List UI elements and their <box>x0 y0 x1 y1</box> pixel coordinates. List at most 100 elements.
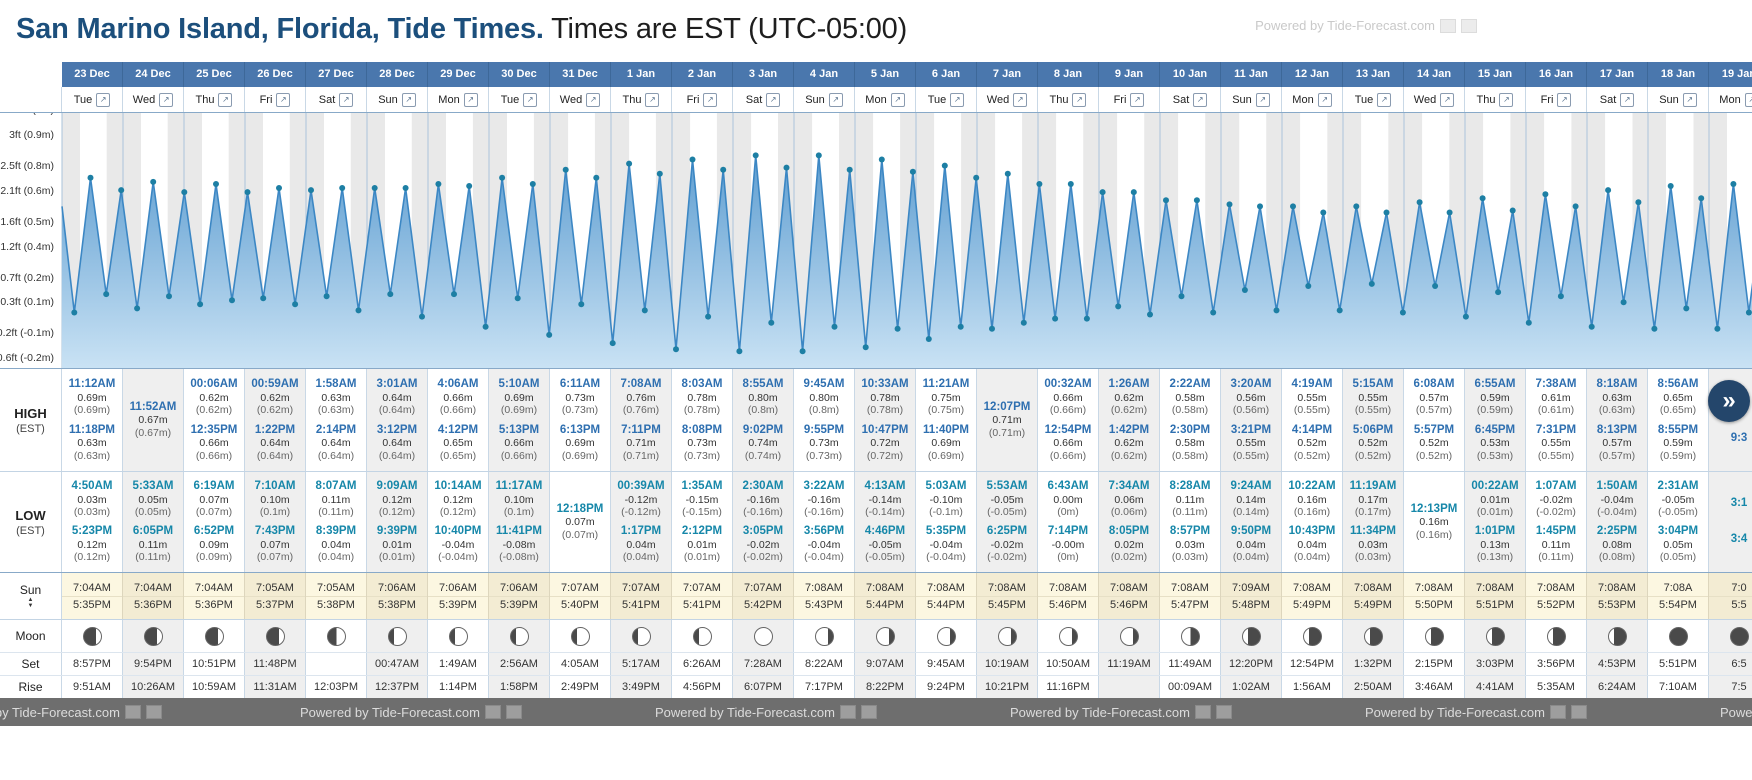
tide-height-alt: (0.73m) <box>683 449 721 462</box>
moonset-time: 8:22AM <box>794 653 855 675</box>
tide-height-alt: (0.07m) <box>195 506 233 519</box>
expand-day-icon[interactable]: ↗ <box>463 92 478 107</box>
expand-day-icon[interactable]: ↗ <box>645 92 660 107</box>
expand-day-icon[interactable]: ↗ <box>1255 92 1270 107</box>
date-header-cell[interactable]: 23 Dec <box>62 62 123 87</box>
expand-day-icon[interactable]: ↗ <box>586 92 601 107</box>
expand-day-icon[interactable]: ↗ <box>1072 92 1087 107</box>
tide-height: 0.12m <box>382 494 412 507</box>
expand-day-icon[interactable]: ↗ <box>159 92 174 107</box>
date-header-cell[interactable]: 28 Dec <box>367 62 428 87</box>
expand-day-icon[interactable]: ↗ <box>1193 92 1208 107</box>
tide-height-alt: (0.01m) <box>378 551 416 564</box>
tide-height: 0.69m <box>77 391 107 404</box>
tide-height-alt: (-0.05m) <box>865 551 905 564</box>
tide-height-alt: (0.53m) <box>1476 449 1514 462</box>
tide-height-alt: (-0.08m) <box>499 551 539 564</box>
date-header-cell[interactable]: 29 Dec <box>428 62 489 87</box>
high-tide-time: 7:11PM <box>621 423 661 436</box>
moonset-time: 4:05AM <box>550 653 611 675</box>
low-cells: 4:50AM 0.03m (0.03m) 5:23PM 0.12m (0.12m) 5:33… <box>62 472 1752 572</box>
date-header-cell[interactable]: 25 Dec <box>184 62 245 87</box>
expand-day-icon[interactable]: ↗ <box>1377 92 1392 107</box>
sunrise-time: 7:08AM <box>1171 581 1209 594</box>
moonset-time: 9:54PM <box>123 653 184 675</box>
moon-phase-icon <box>814 626 834 646</box>
expand-day-icon[interactable]: ↗ <box>218 92 233 107</box>
tide-height-alt: (0.17m) <box>1354 506 1392 519</box>
expand-day-icon[interactable]: ↗ <box>1744 92 1752 107</box>
tide-entry-low: 8:05PM 0.02m (0.02m) <box>1099 525 1159 563</box>
date-header-cell[interactable]: 16 Jan <box>1526 62 1587 87</box>
high-tide-time: 12:54PM <box>1044 423 1092 436</box>
expand-day-icon[interactable]: ↗ <box>890 92 905 107</box>
date-header-cell[interactable]: 9 Jan <box>1099 62 1160 87</box>
expand-day-icon[interactable]: ↗ <box>1013 92 1028 107</box>
expand-day-icon[interactable]: ↗ <box>1130 92 1145 107</box>
date-header-cell[interactable]: 6 Jan <box>916 62 977 87</box>
tide-entry-low: 6:05PM 0.11m (0.11m) <box>123 525 183 563</box>
date-header-cell[interactable]: 26 Dec <box>245 62 306 87</box>
high-tide-cell: 10:33AM 0.78m (0.78m) 10:47PM 0.72m (0.72m) <box>855 369 916 471</box>
low-tide-time: 11:19AM <box>1349 480 1397 493</box>
date-header-cell[interactable]: 4 Jan <box>794 62 855 87</box>
date-header-cell[interactable]: 19 Jan <box>1709 62 1752 87</box>
date-header-cell[interactable]: 18 Jan <box>1648 62 1709 87</box>
expand-day-icon[interactable]: ↗ <box>1557 92 1572 107</box>
moonset-time <box>306 653 367 675</box>
expand-day-icon[interactable]: ↗ <box>766 92 781 107</box>
date-header-cell[interactable]: 31 Dec <box>550 62 611 87</box>
tide-height-alt: (0.55m) <box>1232 449 1270 462</box>
date-header-cell[interactable]: 15 Jan <box>1465 62 1526 87</box>
moon-cell <box>1038 620 1099 652</box>
date-header-cell[interactable]: 12 Jan <box>1282 62 1343 87</box>
expand-day-icon[interactable]: ↗ <box>1682 92 1697 107</box>
expand-day-icon[interactable]: ↗ <box>1620 92 1635 107</box>
date-header-cell[interactable]: 2 Jan <box>672 62 733 87</box>
expand-day-icon[interactable]: ↗ <box>401 92 416 107</box>
moon-cell <box>977 620 1038 652</box>
moonrise-time: 9:51AM <box>62 676 123 698</box>
date-header-cell[interactable]: 5 Jan <box>855 62 916 87</box>
scroll-right-button[interactable]: » <box>1708 380 1750 422</box>
tide-entry-high: 11:18PM 0.63m (0.63m) <box>62 424 122 462</box>
expand-day-icon[interactable]: ↗ <box>276 92 291 107</box>
expand-day-icon[interactable]: ↗ <box>339 92 354 107</box>
high-tide-row: HIGH (EST) 11:12AM 0.69m (0.69m) 11:18PM 0.6… <box>0 369 1752 471</box>
sun-down-icon: ▼ <box>27 603 34 609</box>
expand-day-icon[interactable]: ↗ <box>1440 92 1455 107</box>
date-header-cell[interactable]: 14 Jan <box>1404 62 1465 87</box>
date-header-cell[interactable]: 24 Dec <box>123 62 184 87</box>
date-header-cell[interactable]: 27 Dec <box>306 62 367 87</box>
expand-day-icon[interactable]: ↗ <box>523 92 538 107</box>
expand-day-icon[interactable]: ↗ <box>828 92 843 107</box>
date-header-cell[interactable]: 1 Jan <box>611 62 672 87</box>
date-header-cell[interactable]: 13 Jan <box>1343 62 1404 87</box>
expand-day-icon[interactable]: ↗ <box>950 92 965 107</box>
moon-cell <box>550 620 611 652</box>
tide-height: 0.71m <box>992 414 1022 427</box>
tide-height: -0.14m <box>868 494 902 507</box>
date-header-cell[interactable]: 8 Jan <box>1038 62 1099 87</box>
tide-entry-high: 1:42PM 0.62m (0.62m) <box>1099 424 1159 462</box>
expand-day-icon[interactable]: ↗ <box>1499 92 1514 107</box>
date-header-cell[interactable]: 17 Jan <box>1587 62 1648 87</box>
date-header-cells: 23 Dec 24 Dec 25 Dec 26 Dec 27 Dec 28 Dec 29 D… <box>62 62 1752 87</box>
expand-day-icon[interactable]: ↗ <box>96 92 111 107</box>
moon-cell <box>489 620 550 652</box>
date-header-cell[interactable]: 10 Jan <box>1160 62 1221 87</box>
tide-height: 0.06m <box>1114 494 1144 507</box>
date-header-cell[interactable]: 11 Jan <box>1221 62 1282 87</box>
date-header-cell[interactable]: 3 Jan <box>733 62 794 87</box>
footer-watermark-text: Powered by Tide-Forecast.com <box>0 704 120 720</box>
sun-times-cell: 7:04AM 5:35PM <box>62 573 123 619</box>
date-header-cell[interactable]: 30 Dec <box>489 62 550 87</box>
expand-day-icon[interactable]: ↗ <box>1317 92 1332 107</box>
sun-row-toggle[interactable]: ▲ ▼ <box>28 597 34 609</box>
date-header-cell[interactable]: 7 Jan <box>977 62 1038 87</box>
high-tide-cell: 4:06AM 0.66m (0.66m) 4:12PM 0.65m (0.65m) <box>428 369 489 471</box>
tide-height-alt: (0.66m) <box>1049 404 1087 417</box>
expand-day-icon[interactable]: ↗ <box>703 92 718 107</box>
moonset-time: 9:07AM <box>855 653 916 675</box>
tide-height-alt: (0.61m) <box>1537 404 1575 417</box>
